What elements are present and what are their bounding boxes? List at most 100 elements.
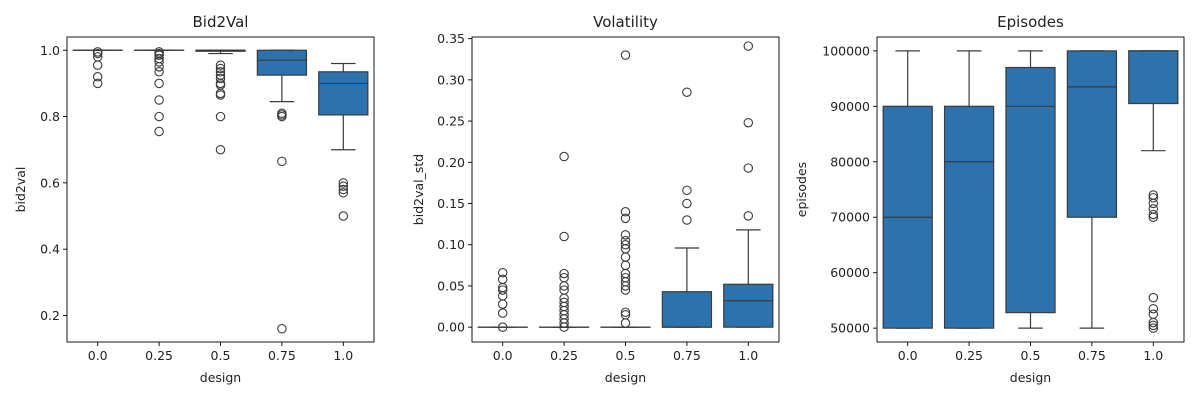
bid2val-flier [215, 144, 226, 155]
bid2val-xtick-label: 0.0 [88, 348, 108, 363]
episodes-box [943, 105, 995, 329]
volatility-flier [620, 307, 631, 318]
bid2val-flier [215, 63, 226, 74]
episodes-flier [1148, 193, 1159, 203]
bid2val-flier [92, 47, 103, 57]
bid2val-xtick-label: 1.0 [333, 348, 353, 363]
episodes-xtick-label: 0.75 [1078, 348, 1106, 363]
volatility-box [661, 291, 713, 328]
volatility-title: Volatility [593, 13, 658, 31]
bid2val-xtick-label: 0.75 [268, 348, 296, 363]
bid2val-flier [338, 181, 349, 191]
volatility-flier [497, 268, 508, 278]
bid2val-flier [338, 188, 349, 198]
volatility-ytick-label: 0.30 [437, 72, 465, 87]
episodes-xlabel: design [1010, 370, 1051, 385]
bid2val-flier [92, 72, 103, 82]
volatility-flier [559, 231, 569, 242]
bid2val-box [256, 49, 308, 76]
volatility-flier [620, 310, 631, 320]
bid2val-xlabel: design [200, 370, 241, 385]
bid2val-flier [92, 78, 103, 89]
bid2val-axes-frame [66, 36, 375, 343]
volatility-flier [620, 230, 631, 240]
episodes-box [1128, 50, 1179, 105]
volatility-flier [620, 272, 631, 283]
volatility-xtick-label: 0.75 [673, 348, 701, 363]
volatility-flier [559, 151, 569, 162]
bid2val-ytick-label: 0.4 [40, 242, 60, 257]
volatility-ytick-label: 0.35 [437, 31, 465, 46]
episodes-flier [1148, 309, 1159, 320]
volatility-ytick-label: 0.10 [437, 237, 465, 252]
bid2val-flier [154, 111, 164, 122]
episodes-xtick-label: 0.25 [955, 348, 983, 363]
volatility-flier [682, 185, 692, 196]
episodes-box [1005, 66, 1056, 314]
volatility-flier [559, 285, 569, 295]
volatility-ytick-label: 0.20 [437, 155, 465, 170]
episodes-flier [1148, 204, 1159, 214]
volatility-flier [497, 308, 508, 318]
episodes-ytick-label: 100000 [822, 43, 870, 58]
volatility-xtick-label: 0.25 [550, 348, 578, 363]
volatility-ytick-label: 0.00 [437, 320, 465, 335]
volatility-flier [682, 215, 692, 225]
episodes-box [1066, 50, 1118, 218]
bid2val-ytick-label: 0.2 [40, 308, 60, 323]
episodes-ytick-label: 90000 [830, 99, 870, 114]
bid2val-flier [215, 73, 226, 84]
episodes-plot-content: 50000 60000 70000 80000 90000 100000 0.0 0.25 0.… [822, 43, 1179, 363]
volatility-flier [497, 274, 508, 285]
volatility-plot-content: 0.00 0.05 0.10 0.15 0.20 0.25 0.30 0.35 0.0 0.25 0… [437, 31, 774, 363]
volatility-xlabel: design [605, 370, 646, 385]
episodes-flier [1148, 303, 1159, 314]
bid2val-flier [277, 156, 287, 167]
volatility-flier [682, 87, 692, 97]
bid2val-ytick-label: 0.6 [40, 175, 60, 190]
bid2val-flier [215, 111, 226, 122]
bid2val-flier [154, 126, 164, 137]
episodes-axes-frame [876, 36, 1185, 343]
bid2val-ytick-label: 0.8 [40, 109, 60, 124]
volatility-xtick-label: 0.5 [616, 348, 636, 363]
episodes-ytick-label: 60000 [830, 265, 870, 280]
bid2val-flier [277, 108, 287, 119]
episodes-ytick-label: 70000 [830, 210, 870, 225]
bid2val-flier [154, 47, 164, 57]
volatility-flier [497, 285, 508, 295]
volatility-ytick-label: 0.15 [437, 196, 465, 211]
bid2val-flier [215, 70, 226, 80]
bid2val-flier [154, 78, 164, 89]
panel-volatility: 0.00 0.05 0.10 0.15 0.20 0.25 0.30 0.35 0.0 0.25 0… [411, 13, 780, 385]
bid2val-flier [338, 211, 349, 221]
episodes-ylabel: episodes [794, 162, 809, 217]
episodes-flier [1148, 323, 1159, 333]
volatility-ylabel: bid2val_std [411, 154, 426, 225]
volatility-flier [743, 117, 754, 128]
volatility-flier [620, 213, 631, 224]
volatility-flier [743, 211, 754, 221]
episodes-title: Episodes [997, 13, 1064, 31]
episodes-ytick-label: 80000 [830, 154, 870, 169]
episodes-flier [1148, 320, 1159, 331]
volatility-flier [743, 163, 754, 173]
episodes-flier [1148, 292, 1159, 303]
volatility-xtick-label: 1.0 [738, 348, 758, 363]
episodes-flier [1148, 209, 1159, 220]
bid2val-ytick-label: 1.0 [40, 43, 60, 58]
volatility-flier [559, 268, 569, 279]
episodes-xtick-label: 1.0 [1143, 348, 1163, 363]
episodes-ytick-label: 50000 [830, 321, 870, 336]
bid2val-plot-content: 0.2 0.4 0.6 0.8 1.0 0.0 0.25 0.5 0.75 1.0 [40, 43, 369, 363]
bid2val-flier [154, 95, 164, 105]
bid2val-xtick-label: 0.5 [211, 348, 231, 363]
volatility-flier [620, 207, 631, 217]
bid2val-flier [92, 52, 103, 62]
volatility-flier [497, 322, 508, 332]
bid2val-flier [215, 60, 226, 70]
episodes-xtick-label: 0.0 [898, 348, 918, 363]
volatility-flier [620, 235, 631, 246]
